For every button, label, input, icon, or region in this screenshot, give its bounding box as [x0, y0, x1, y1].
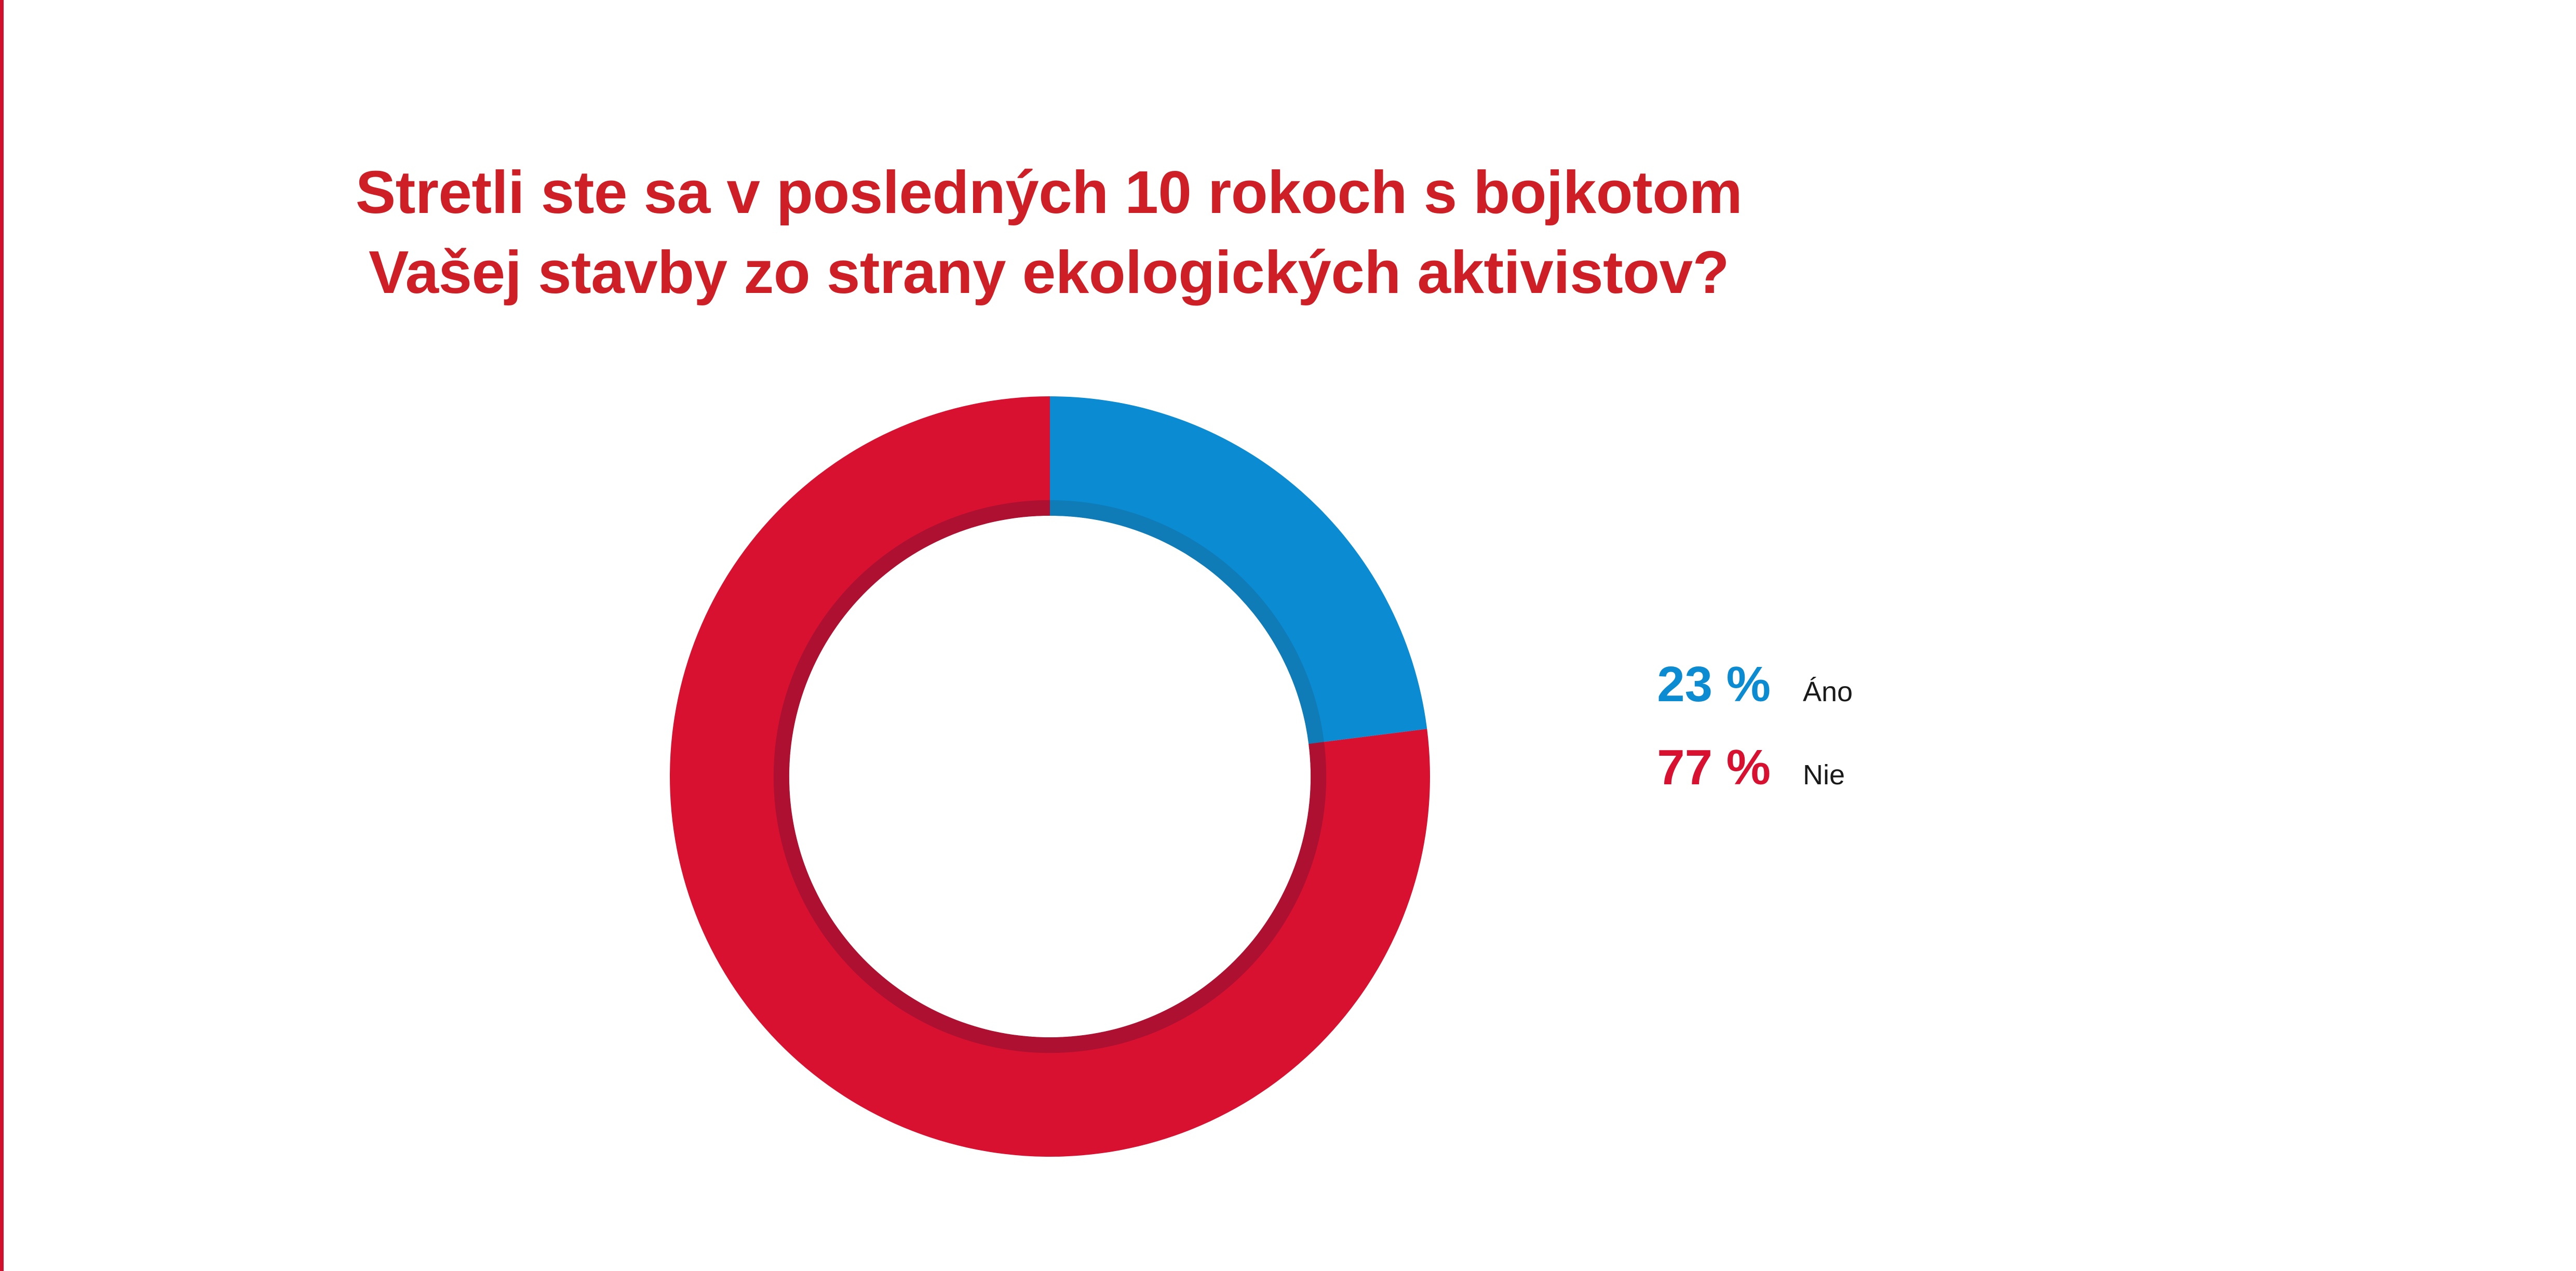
- legend-label-ano: Áno: [1803, 676, 1853, 707]
- page-title: Stretli ste sa v posledných 10 rokoch s …: [355, 158, 1743, 306]
- donut-inner-shadow-ano: [1050, 500, 1324, 744]
- donut-slices: [670, 396, 1430, 1157]
- legend-value-nie: 77 %: [1657, 740, 1771, 795]
- legend-label-nie: Nie: [1803, 759, 1845, 791]
- legend-item-nie[interactable]: 77 % Nie: [1620, 743, 2191, 826]
- left-accent-bar: [0, 0, 4, 1271]
- legend-value-ano: 23 %: [1657, 657, 1771, 712]
- donut-chart-svg: [670, 396, 1430, 1157]
- donut-slice-ano[interactable]: [1050, 396, 1427, 744]
- donut-chart: [670, 396, 1430, 1157]
- chart-legend: 23 % Áno 77 % Nie: [1620, 660, 2191, 826]
- legend-item-ano[interactable]: 23 % Áno: [1620, 660, 2191, 743]
